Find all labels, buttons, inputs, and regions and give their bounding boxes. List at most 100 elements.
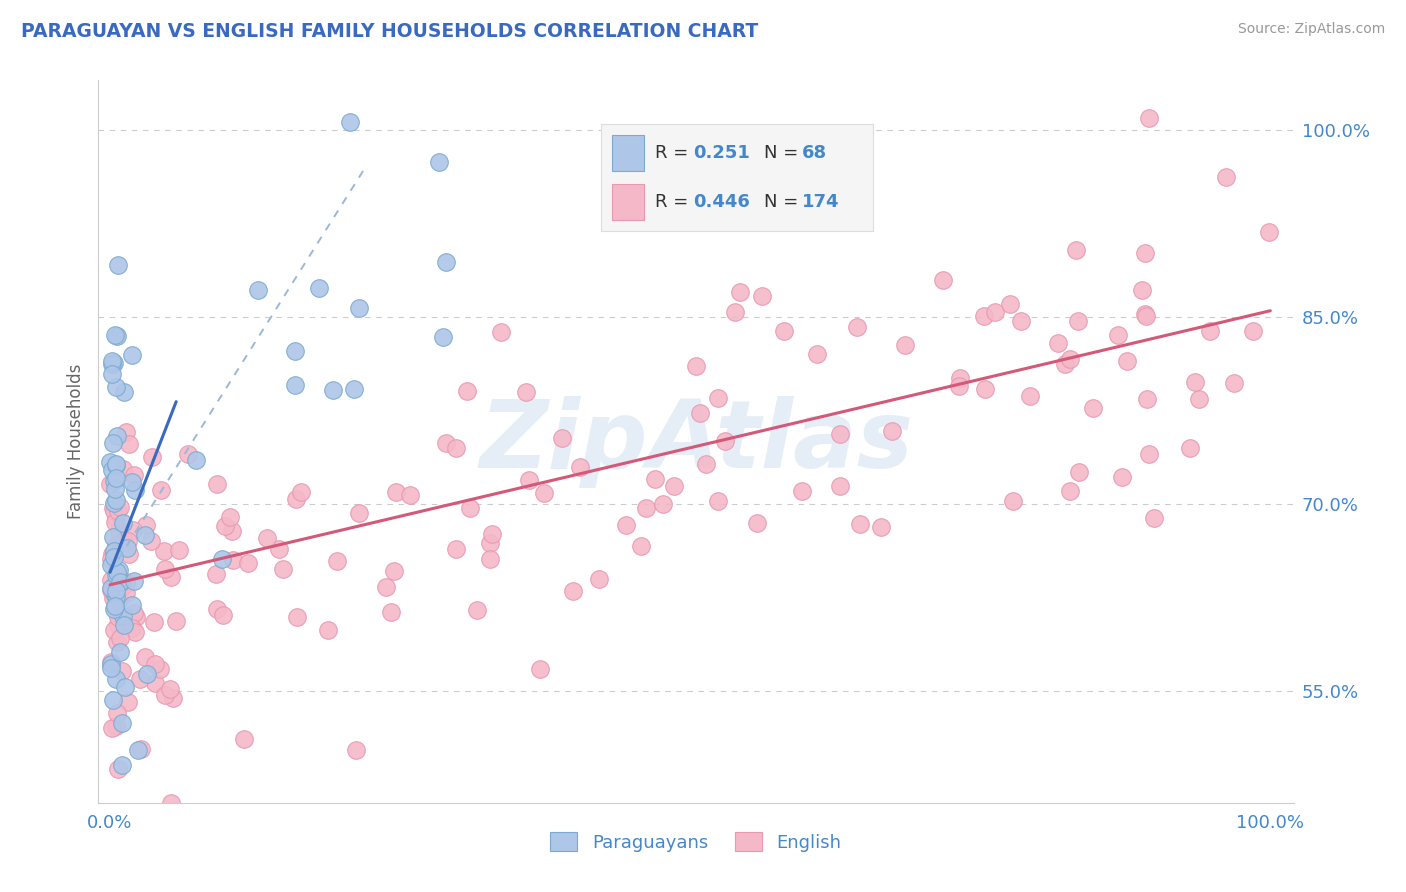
Point (100, 573, 122, 587)
Point (1137, 111, 1160, 125)
Point (115, 541, 138, 555)
Point (143, 657, 166, 672)
Text: R =: R = (655, 144, 695, 162)
Point (1001, 494, 1024, 508)
Point (105, 328, 128, 343)
Point (115, 575, 138, 590)
Point (98, 455, 121, 469)
Point (205, 602, 228, 616)
Point (1111, 470, 1133, 484)
Point (1054, 357, 1077, 371)
Point (533, 486, 555, 500)
Point (104, 515, 127, 529)
Point (107, 504, 129, 518)
Point (107, 610, 129, 624)
Point (974, 382, 997, 396)
Point (110, 574, 132, 589)
Point (689, 406, 711, 420)
Point (111, 715, 134, 730)
Point (219, 509, 242, 524)
Point (344, 743, 367, 757)
Point (100, 477, 122, 491)
Point (1184, 376, 1206, 390)
Point (478, 551, 501, 566)
Point (458, 500, 481, 515)
Point (115, 425, 138, 440)
Point (1215, 170, 1237, 185)
Point (569, 460, 592, 475)
Point (828, 426, 851, 441)
Point (1019, 389, 1042, 403)
Point (107, 616, 129, 631)
Point (662, 478, 685, 492)
Point (790, 484, 813, 499)
Point (111, 664, 134, 678)
Point (136, 666, 159, 681)
Point (1187, 392, 1209, 407)
Point (806, 347, 828, 361)
Point (104, 568, 127, 582)
Point (101, 547, 124, 561)
Point (117, 695, 139, 709)
Point (444, 541, 467, 556)
Point (948, 378, 970, 392)
Point (207, 477, 229, 491)
Point (849, 517, 872, 532)
Text: PARAGUAYAN VS ENGLISH FAMILY HOUSEHOLDS CORRELATION CHART: PARAGUAYAN VS ENGLISH FAMILY HOUSEHOLDS … (21, 22, 758, 41)
Point (1066, 244, 1088, 258)
Point (1180, 441, 1202, 455)
Point (998, 296, 1021, 310)
Point (107, 428, 129, 442)
Point (103, 623, 125, 637)
Point (434, 255, 457, 269)
Point (149, 662, 172, 676)
Point (432, 329, 454, 343)
Point (212, 607, 235, 622)
Point (104, 588, 127, 602)
Point (446, 441, 468, 455)
Point (551, 431, 574, 445)
Point (707, 493, 730, 508)
Point (384, 564, 406, 578)
Point (706, 391, 728, 405)
Point (481, 527, 503, 541)
Point (284, 491, 307, 506)
Point (111, 516, 134, 530)
Point (134, 650, 156, 665)
Point (931, 273, 953, 287)
Point (112, 618, 135, 632)
Point (125, 609, 148, 624)
Point (121, 347, 143, 361)
Point (105, 470, 128, 484)
Point (695, 457, 717, 471)
Point (118, 437, 141, 451)
Point (111, 608, 134, 623)
Point (105, 635, 128, 649)
Point (434, 435, 457, 450)
Point (105, 589, 128, 603)
Point (1199, 324, 1222, 338)
Point (949, 371, 972, 385)
Point (105, 672, 128, 686)
Point (107, 563, 129, 577)
Point (108, 524, 131, 538)
Point (107, 763, 129, 777)
Point (112, 534, 135, 549)
Point (222, 552, 245, 566)
Point (107, 258, 129, 272)
Point (135, 518, 157, 533)
Point (100, 657, 122, 671)
Point (134, 528, 156, 542)
Point (984, 305, 1007, 319)
Point (129, 742, 152, 756)
Point (103, 356, 125, 370)
Point (1046, 335, 1069, 350)
FancyBboxPatch shape (612, 135, 644, 171)
Point (101, 354, 124, 368)
Text: 0.446: 0.446 (693, 193, 751, 211)
Point (110, 631, 132, 645)
Point (588, 572, 610, 586)
Point (385, 485, 408, 500)
Point (745, 516, 768, 530)
Point (101, 358, 124, 372)
